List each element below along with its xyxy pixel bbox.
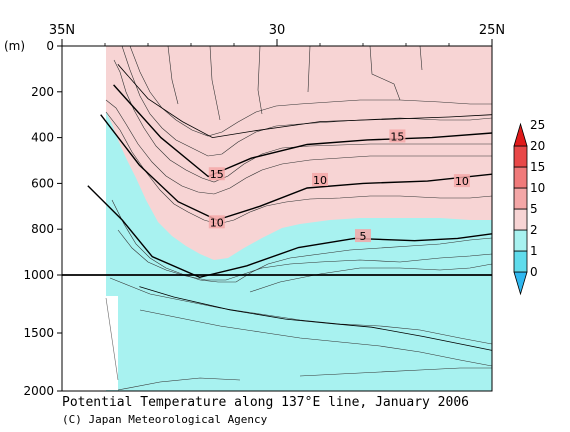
y-tick-label: 600: [31, 176, 54, 190]
colorbar-label: 15: [530, 160, 545, 174]
chart-title: Potential Temperature along 137°E line, …: [62, 395, 469, 410]
colorbar-label: 2: [530, 223, 538, 237]
contour-label: 5: [360, 230, 367, 243]
x-tick-label: 30: [269, 23, 286, 38]
colorbar-label: 25: [530, 118, 545, 132]
colorbar-cap-top: [513, 122, 528, 147]
colorbar-swatch: [513, 208, 528, 231]
contour-label: 10: [210, 216, 224, 229]
isotherm-20: [117, 64, 492, 139]
colorbar-cap-bottom: [513, 271, 528, 296]
y-tick-label: 1000: [23, 268, 54, 282]
contour-label-bg: [389, 129, 406, 143]
colorbar-swatch: [513, 166, 528, 189]
y-tick-label: 1500: [23, 326, 54, 340]
x-tick-label: 35N: [49, 23, 75, 38]
y-tick-label: 400: [31, 131, 54, 145]
colorbar-label: 0: [530, 265, 538, 279]
colorbar-swatch: [513, 229, 528, 252]
contour-label-bg: [312, 172, 328, 186]
y-axis-label: (m): [4, 39, 25, 53]
contour-label: 15: [390, 130, 404, 143]
contour-labels: 15 15 10 10 10 5: [208, 129, 470, 243]
contour-label-bg: [355, 229, 371, 243]
colorbar-label: 20: [530, 139, 545, 153]
y-tick-label: 2000: [23, 384, 54, 398]
isotherm-10: [100, 114, 492, 221]
isotherm-5: [87, 185, 492, 279]
colorbar-swatch: [513, 187, 528, 210]
colorbar-swatch: [513, 145, 528, 168]
colorbar-label: 10: [530, 181, 545, 195]
contour-label-bg: [208, 167, 225, 181]
x-tick-label: 25N: [479, 23, 505, 38]
isotherm-2: [139, 286, 492, 351]
contour-label: 15: [210, 168, 224, 181]
contour-label: 10: [455, 175, 469, 188]
contour-label: 10: [313, 174, 327, 187]
isotherm-15: [113, 84, 492, 178]
copyright-credit: (C) Japan Meteorological Agency: [62, 413, 268, 426]
colorbar-swatch: [513, 250, 528, 273]
depth-axis: 0 200 400 600 800 1000 1500 2000 (m): [4, 39, 62, 398]
y-tick-label: 200: [31, 85, 54, 99]
contour-label-bg: [208, 215, 225, 229]
y-tick-label: 800: [31, 222, 54, 236]
colorbar-label: 1: [530, 244, 538, 258]
contour-label-bg: [453, 174, 470, 188]
latitude-axis: 35N 30 25N: [49, 23, 505, 46]
y-tick-label: 0: [46, 39, 54, 53]
colorbar-label: 5: [530, 202, 538, 216]
